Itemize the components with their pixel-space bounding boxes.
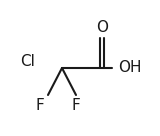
Text: O: O xyxy=(96,21,108,35)
Text: Cl: Cl xyxy=(21,55,35,69)
Text: F: F xyxy=(72,98,80,114)
Text: F: F xyxy=(36,98,44,114)
Text: OH: OH xyxy=(118,61,142,75)
